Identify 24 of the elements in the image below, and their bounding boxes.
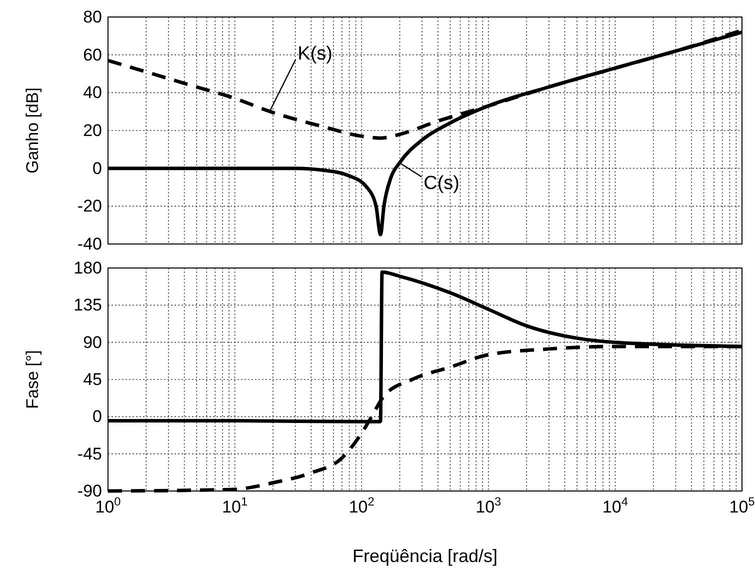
x-tick-label: 10$^{2}$	[348, 494, 375, 517]
y-axis-title: Fase [°]	[23, 350, 42, 409]
y-tick-label: 135	[74, 296, 102, 315]
y-tick-label: 0	[92, 407, 102, 426]
y-tick-label: 90	[83, 332, 102, 352]
y-axis-title: Ganho [dB]	[23, 87, 42, 174]
y-tick-label: -90	[77, 481, 102, 500]
y-tick-label: 60	[83, 45, 102, 64]
x-tick-label: 10$^{4}$	[602, 494, 628, 517]
legend-label: C(s)	[424, 172, 460, 194]
y-tick-label: 80	[83, 7, 102, 26]
y-tick-label: -40	[77, 234, 102, 254]
x-axis-title: Freqüência [rad/s]	[352, 546, 498, 566]
x-tick-label: 10$^{3}$	[476, 494, 502, 517]
y-tick-label: 0	[92, 158, 102, 178]
y-tick-label: 45	[83, 370, 102, 389]
y-tick-label: -45	[77, 444, 102, 464]
x-tick-label: 10$^{1}$	[222, 494, 248, 517]
y-tick-label: 20	[83, 120, 102, 140]
x-tick-label: 10$^{5}$	[729, 494, 755, 517]
text: K(s)	[298, 43, 332, 64]
y-tick-label: 180	[74, 258, 102, 278]
y-tick-label: -20	[77, 196, 102, 216]
y-tick-label: 40	[83, 83, 102, 102]
